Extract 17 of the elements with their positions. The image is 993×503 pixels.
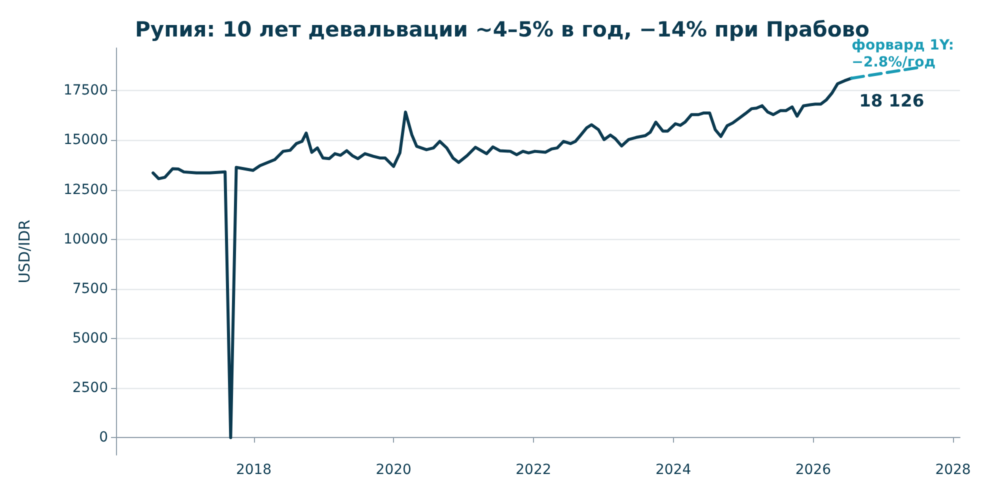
data-label: 18 126	[859, 92, 924, 112]
x-tick-label: 2020	[376, 462, 412, 478]
y-tick-label: 15000	[63, 132, 108, 148]
y-tick-label: 2500	[72, 380, 108, 396]
y-tick-label: 12500	[63, 182, 108, 198]
y-axis-title: USD/IDR	[16, 220, 34, 284]
x-tick-label: 2024	[655, 462, 692, 478]
x-tick-label: 2022	[516, 462, 552, 478]
y-tick-label: 0	[99, 430, 108, 446]
y-tick-label: 5000	[72, 330, 108, 346]
line-series	[152, 76, 854, 440]
x-tick-label: 2028	[935, 462, 971, 478]
x-tick-label: 2026	[795, 462, 832, 478]
y-tick-label: 10000	[63, 231, 108, 248]
x-tick-label: 2018	[236, 462, 272, 478]
y-tick-label: 17500	[63, 82, 108, 99]
y-tick-label: 7500	[72, 280, 108, 297]
